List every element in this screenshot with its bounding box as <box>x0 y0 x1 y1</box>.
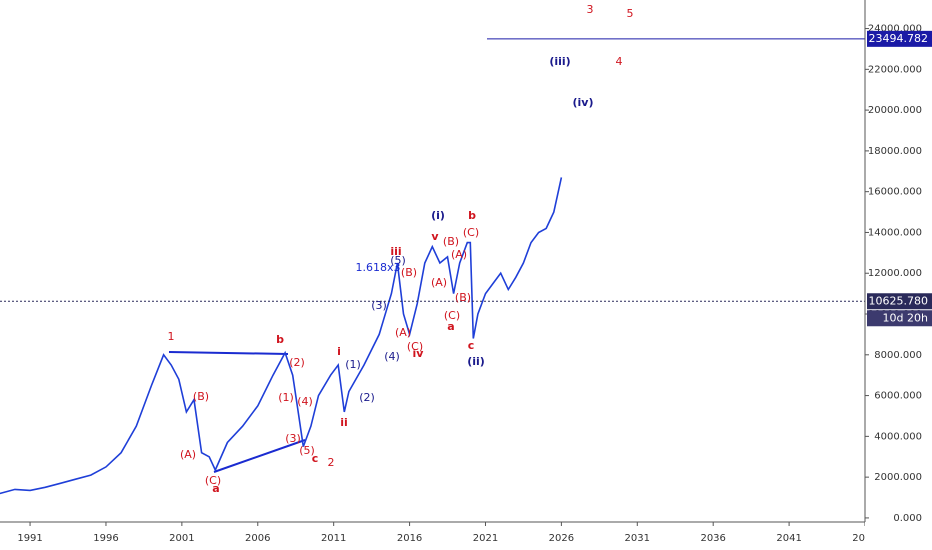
y-tick-label: 2000.000 <box>874 472 922 483</box>
wave-label: (2) <box>289 356 305 369</box>
y-tick-label: 4000.000 <box>874 431 922 442</box>
wave-label: a <box>447 320 454 333</box>
x-tick-label: 2016 <box>397 533 422 544</box>
wave-label: i <box>337 345 341 358</box>
x-tick-label: 1991 <box>17 533 42 544</box>
y-tick-label: 22000.000 <box>868 64 922 75</box>
wave-label: (5) <box>390 254 406 267</box>
wave-label: c <box>312 452 319 465</box>
wave-label: (C) <box>407 340 423 353</box>
wave-label: (B) <box>443 235 459 248</box>
wave-label: b <box>276 333 284 346</box>
wave-label: c <box>468 339 475 352</box>
wave-label: (B) <box>401 266 417 279</box>
wave-label: (A) <box>395 326 411 339</box>
x-tick-label: 2036 <box>700 533 725 544</box>
y-tick-label: 20000.000 <box>868 105 922 116</box>
price-label: 23494.782 <box>869 32 929 45</box>
wave-label: (1) <box>278 391 294 404</box>
x-tick-label: 2021 <box>473 533 498 544</box>
y-tick-label: 12000.000 <box>868 268 922 279</box>
countdown: 10d 20h <box>883 311 928 324</box>
price-label-box <box>867 293 932 310</box>
y-tick-label: 8000.000 <box>874 350 922 361</box>
wave-label: (iii) <box>549 55 570 68</box>
wave-label: (5) <box>299 444 315 457</box>
price-label: 10625.780 <box>869 294 929 307</box>
y-tick-label: 24000.000 <box>868 24 922 35</box>
wave-label: a <box>212 482 219 495</box>
wave-label: iii <box>390 245 401 258</box>
wave-label: (3) <box>285 432 301 445</box>
wave-label: (C) <box>205 474 221 487</box>
x-tick-label: 2031 <box>625 533 650 544</box>
wave-label: (C) <box>463 226 479 239</box>
wave-label: iv <box>413 347 425 360</box>
wave-label: (i) <box>431 209 445 222</box>
wave-label: 3 <box>587 3 594 16</box>
x-tick-label: 2006 <box>245 533 270 544</box>
y-tick-label: 16000.000 <box>868 187 922 198</box>
wave-label: 2 <box>328 456 335 469</box>
wave-label: (B) <box>455 291 471 304</box>
wave-label: v <box>431 230 439 243</box>
wave-label: (B) <box>193 390 209 403</box>
x-tick-label: 2001 <box>169 533 194 544</box>
wave-label: (A) <box>431 276 447 289</box>
wave-label: 5 <box>627 7 634 20</box>
wave-label: 1.618x3 <box>356 261 401 274</box>
wave-label: ii <box>340 416 348 429</box>
x-tick-label: 2011 <box>321 533 346 544</box>
x-tick-label: 1996 <box>93 533 118 544</box>
wave-label: (1) <box>345 358 361 371</box>
wave-label: 4 <box>616 55 623 68</box>
wave-label: (ii) <box>467 355 485 368</box>
y-tick-label: 14000.000 <box>868 227 922 238</box>
x-axis <box>0 522 932 550</box>
wave-label: (A) <box>451 248 467 261</box>
y-tick-label: 18000.000 <box>868 146 922 157</box>
wave-label: (4) <box>297 395 313 408</box>
wave-label: (iv) <box>573 96 594 109</box>
countdown-box <box>867 310 932 327</box>
wave-label: (2) <box>359 391 375 404</box>
y-tick-label: 6000.000 <box>874 391 922 402</box>
wave-label: (4) <box>384 350 400 363</box>
x-tick-label: 2026 <box>549 533 574 544</box>
wave-label: (A) <box>180 448 196 461</box>
trend-line <box>168 351 289 355</box>
wave-label: 1 <box>168 330 175 343</box>
y-tick-label: 0.000 <box>893 513 922 524</box>
wave-label: b <box>468 209 476 222</box>
trend-line <box>213 439 306 473</box>
wave-label: (3) <box>371 299 387 312</box>
y-axis <box>865 0 932 550</box>
wave-label: (C) <box>444 309 460 322</box>
x-tick-label: 2041 <box>776 533 801 544</box>
price-label-box <box>867 30 932 47</box>
price-line <box>0 177 563 495</box>
